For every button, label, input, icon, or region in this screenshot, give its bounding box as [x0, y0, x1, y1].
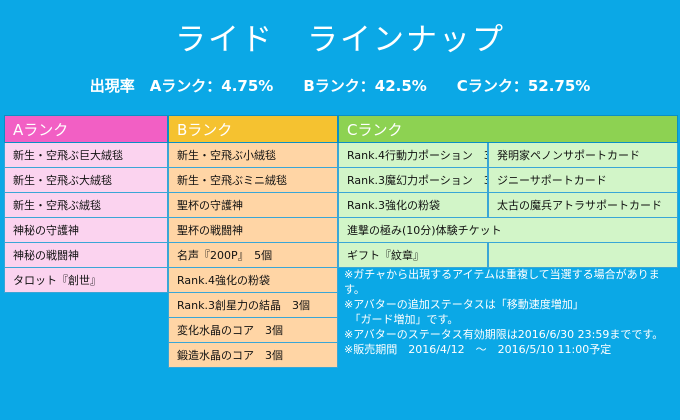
list-item: 聖杯の守護神: [168, 193, 338, 218]
table-cell: ジニーサポートカード: [488, 168, 678, 193]
table-cell: Rank.3強化の粉袋: [338, 193, 488, 218]
list-item: 名声『200P』 5個: [168, 243, 338, 268]
table-cell: ギフト『紋章』: [338, 243, 488, 268]
note-text: ※ガチャから出現するアイテムは重複して当選する場合があります。: [344, 268, 660, 296]
notes: ※ガチャから出現するアイテムは重複して当選する場合があります。 ※アバターの追加…: [344, 267, 676, 357]
list-item: 新生・空飛ぶミニ絨毯: [168, 168, 338, 193]
table-cell: [488, 243, 678, 268]
list-item: 新生・空飛ぶ小絨毯: [168, 143, 338, 168]
list-item: 神秘の戦闘神: [4, 243, 168, 268]
table-row: 進撃の極み(10分)体験チケット: [338, 218, 678, 243]
rates-line: 出現率 Aランク：4.75% Bランク：42.5% Cランク：52.75%: [89, 77, 591, 95]
rank-a-column: Aランク 新生・空飛ぶ巨大絨毯 新生・空飛ぶ大絨毯 新生・空飛ぶ絨毯 神秘の守護…: [4, 115, 168, 293]
list-item: 聖杯の戦闘神: [168, 218, 338, 243]
list-item: 鍛造水晶のコア 3個: [168, 343, 338, 368]
list-item: 新生・空飛ぶ巨大絨毯: [4, 143, 168, 168]
list-item: Rank.4強化の粉袋: [168, 268, 338, 293]
rank-b-column: Bランク 新生・空飛ぶ小絨毯 新生・空飛ぶミニ絨毯 聖杯の守護神 聖杯の戦闘神 …: [168, 115, 338, 368]
note-text: ※販売期間 2016/4/12 ～ 2016/5/10 11:00予定: [344, 343, 612, 356]
table-cell: Rank.3魔幻力ポーション 3: [338, 168, 488, 193]
table-row: ギフト『紋章』: [338, 243, 678, 268]
table-row: Rank.4行動力ポーション 3 発明家ペノンサポートカード: [338, 143, 678, 168]
list-item: タロット『創世』: [4, 268, 168, 293]
list-item: 変化水晶のコア 3個: [168, 318, 338, 343]
table-cell: Rank.4行動力ポーション 3: [338, 143, 488, 168]
rank-a-header: Aランク: [4, 115, 168, 143]
list-item: 神秘の守護神: [4, 218, 168, 243]
note-text: ※アバターのステータス有効期限は2016/6/30 23:59までです。: [344, 328, 664, 341]
note-text: ※アバターの追加ステータスは「移動速度増加」 「ガード増加」です。: [344, 298, 584, 326]
rank-c-column: Cランク Rank.4行動力ポーション 3 発明家ペノンサポートカード Rank…: [338, 115, 678, 268]
table-row: Rank.3魔幻力ポーション 3 ジニーサポートカード: [338, 168, 678, 193]
rank-c-header: Cランク: [338, 115, 678, 143]
list-item: Rank.3創星力の結晶 3個: [168, 293, 338, 318]
table-cell: 進撃の極み(10分)体験チケット: [338, 218, 678, 243]
table-cell: 発明家ペノンサポートカード: [488, 143, 678, 168]
rank-b-header: Bランク: [168, 115, 338, 143]
table-row: Rank.3強化の粉袋 太古の魔兵アトラサポートカード: [338, 193, 678, 218]
list-item: 新生・空飛ぶ絨毯: [4, 193, 168, 218]
list-item: 新生・空飛ぶ大絨毯: [4, 168, 168, 193]
table-cell: 太古の魔兵アトラサポートカード: [488, 193, 678, 218]
page-title: ライド ラインナップ: [175, 22, 505, 58]
